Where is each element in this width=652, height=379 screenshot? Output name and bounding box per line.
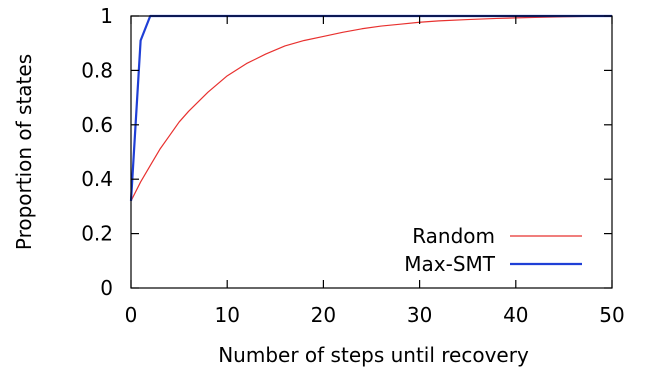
- x-tick-label: 0: [125, 303, 138, 327]
- y-tick-label: 1: [100, 4, 113, 28]
- y-tick-label: 0.2: [81, 222, 113, 246]
- legend-label: Max-SMT: [404, 252, 496, 276]
- x-tick-label: 10: [214, 303, 239, 327]
- x-tick-label: 50: [599, 303, 624, 327]
- series-line-max-smt: [129, 14, 612, 202]
- ticks-layer: 0 10 20 30 40 50 0 0.2 0.4 0.6 0.8 1: [81, 4, 625, 327]
- x-tick-label: 30: [407, 303, 432, 327]
- y-tick-label: 0.8: [81, 58, 113, 82]
- plot-frame: [130, 15, 613, 289]
- x-tick-label: 20: [311, 303, 336, 327]
- y-tick-label: 0.4: [81, 167, 113, 191]
- y-tick-label: 0: [100, 276, 113, 300]
- legend-label: Random: [412, 224, 495, 248]
- legend: Random Max-SMT: [404, 224, 582, 276]
- y-tick-label: 0.6: [81, 113, 113, 137]
- y-axis-label: Proportion of states: [12, 54, 36, 250]
- series-layer: [129, 14, 613, 202]
- series-line-random: [130, 15, 613, 202]
- x-axis-label: Number of steps until recovery: [218, 343, 529, 367]
- x-tick-label: 40: [503, 303, 528, 327]
